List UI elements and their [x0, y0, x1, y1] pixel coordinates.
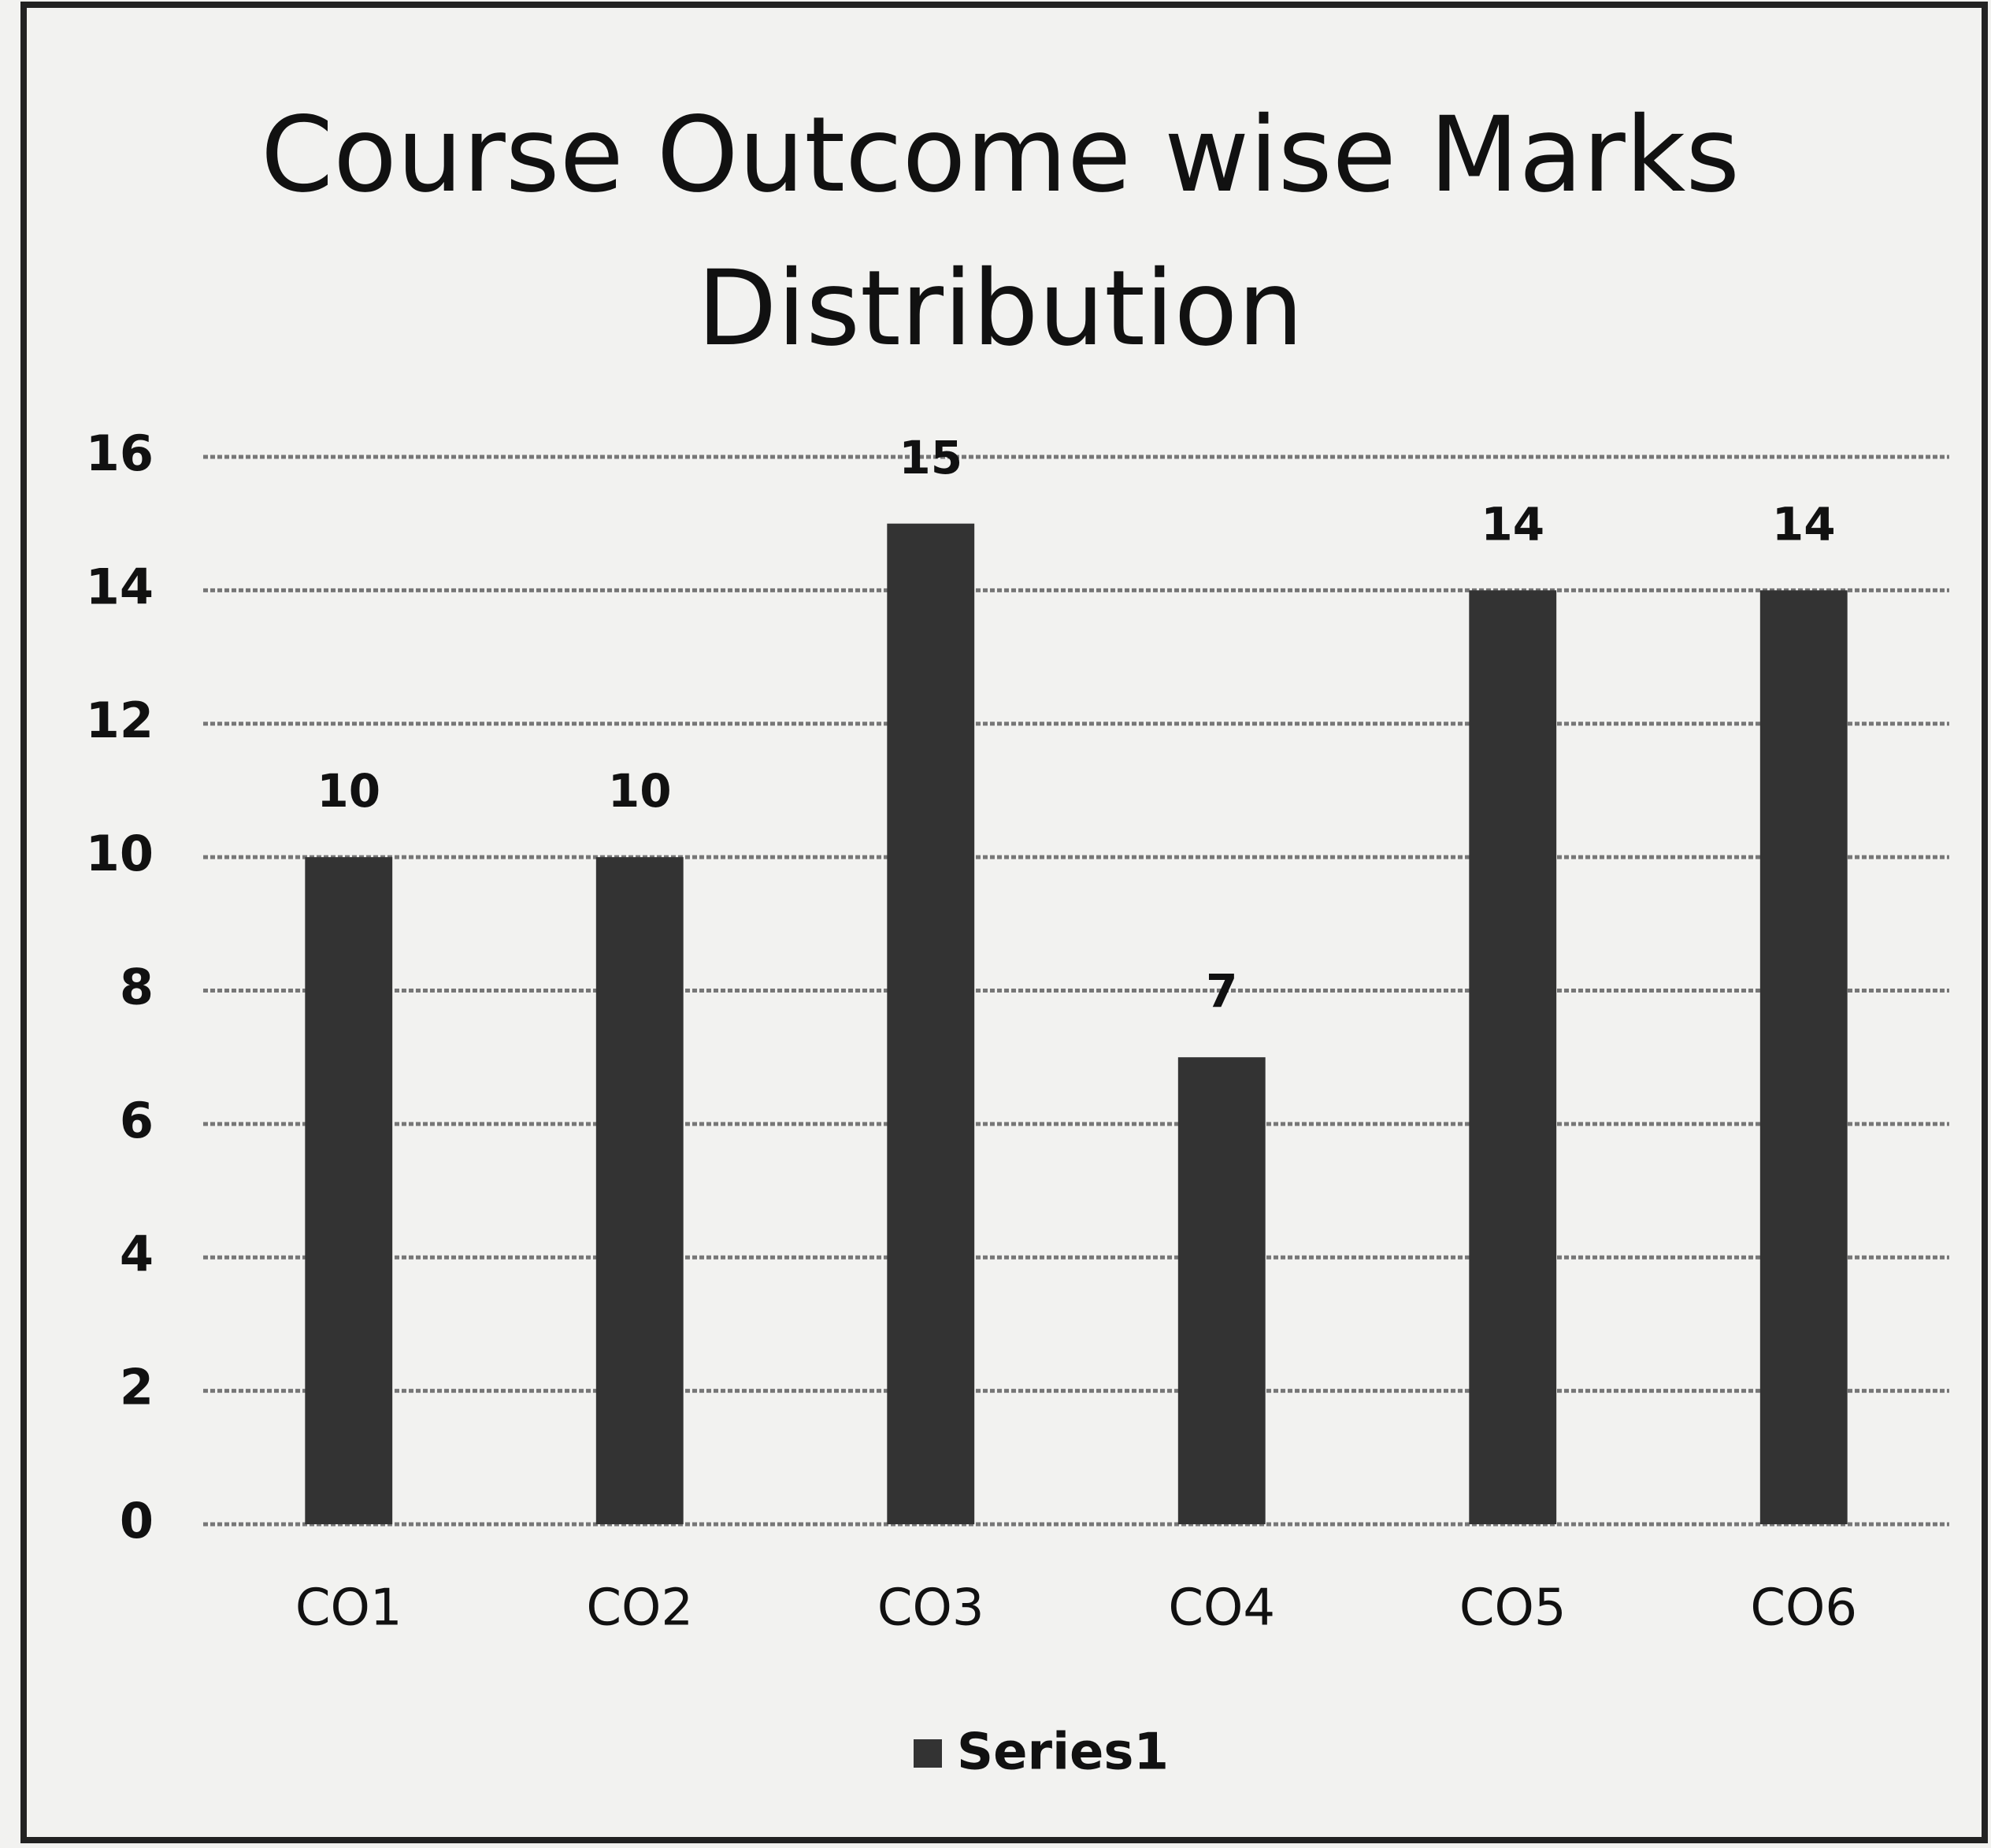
y-tick-label: 6 [120, 1092, 154, 1149]
legend-swatch [914, 1739, 942, 1768]
bar [1177, 1057, 1266, 1524]
y-tick-label: 10 [86, 825, 154, 882]
bar [1469, 590, 1557, 1524]
bar [887, 523, 975, 1524]
bar [305, 857, 393, 1524]
x-tick-label: CO2 [586, 1579, 693, 1638]
y-tick-label: 2 [120, 1359, 154, 1416]
chart-frame [20, 2, 1988, 1843]
x-tick-label: CO5 [1459, 1579, 1566, 1638]
chart-title: Course Outcome wise Marks Distribution [260, 95, 1741, 369]
x-tick-label: CO1 [295, 1579, 402, 1638]
data-label: 15 [899, 431, 962, 484]
bar [1759, 590, 1848, 1524]
data-label: 14 [1481, 497, 1544, 551]
x-tick-label: CO3 [877, 1579, 984, 1638]
y-tick-label: 12 [86, 692, 154, 749]
data-label: 10 [317, 764, 380, 818]
y-tick-label: 0 [120, 1492, 154, 1549]
y-tick-label: 14 [86, 558, 154, 615]
data-label: 10 [608, 764, 672, 818]
y-tick-label: 8 [120, 959, 154, 1016]
x-tick-label: CO4 [1168, 1579, 1275, 1638]
x-tick-label: CO6 [1750, 1579, 1857, 1638]
data-label: 14 [1772, 497, 1836, 551]
legend-label: Series1 [957, 1724, 1169, 1782]
y-tick-label: 4 [120, 1225, 154, 1282]
y-tick-label: 16 [86, 425, 154, 482]
bar [595, 857, 684, 1524]
data-label: 7 [1206, 964, 1237, 1018]
